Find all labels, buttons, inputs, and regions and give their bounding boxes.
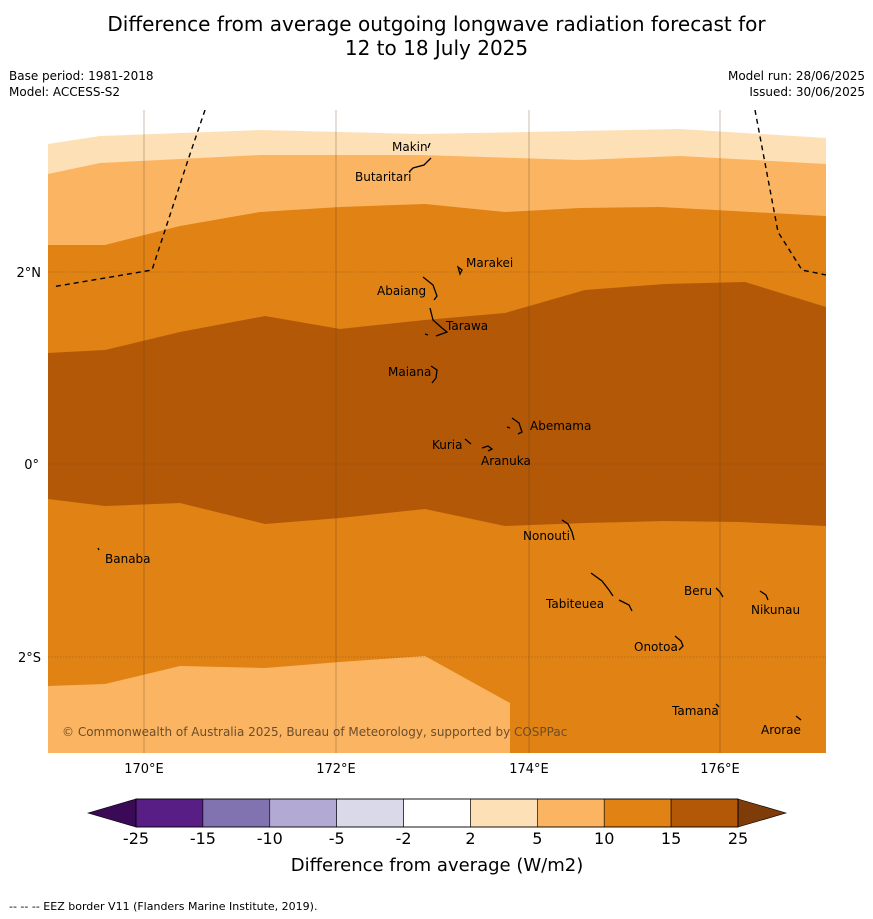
lon-label-174e: 174°E xyxy=(509,762,549,777)
maiana-island xyxy=(430,365,438,384)
place-label-abaiang: Abaiang xyxy=(377,284,426,298)
lat-label-0: 0° xyxy=(24,458,39,473)
colorbar-over-extension xyxy=(737,798,788,828)
colorbar-tick-label: -15 xyxy=(190,829,216,848)
lat-label-2s: 2°S xyxy=(18,651,41,666)
nonouti-island xyxy=(561,519,575,541)
aranuka-island xyxy=(481,445,494,452)
lon-label-170e: 170°E xyxy=(124,762,164,777)
eez-border xyxy=(51,110,826,288)
map-panel: Makin Butaritari Marakei Abaiang Tarawa … xyxy=(48,110,826,753)
place-label-tabiteuea: Tabiteuea xyxy=(545,597,604,611)
place-label-banaba: Banaba xyxy=(105,552,151,566)
title-line-2: 12 to 18 July 2025 xyxy=(344,36,529,60)
issued-date: Issued: 30/06/2025 xyxy=(749,85,865,99)
colorbar-box xyxy=(670,798,739,828)
place-label-beru: Beru xyxy=(684,584,712,598)
colorbar-under-extension xyxy=(86,798,137,828)
colorbar-box xyxy=(537,798,605,828)
arorae-island xyxy=(795,715,802,721)
place-label-kuria: Kuria xyxy=(432,438,463,452)
model-name: Model: ACCESS-S2 xyxy=(9,85,121,99)
marakei-island xyxy=(456,265,463,276)
place-label-marakei: Marakei xyxy=(466,256,513,270)
butaritari-island xyxy=(408,157,432,173)
colorbar-box xyxy=(269,798,337,828)
meta-left: Base period: 1981-2018 Model: ACCESS-S2 xyxy=(9,68,154,100)
colorbar-box xyxy=(603,798,672,828)
colorbar-tick-label: 5 xyxy=(532,829,542,848)
place-label-aranuka: Aranuka xyxy=(481,454,531,468)
abemama-island xyxy=(506,417,523,435)
colorbar-tick-label: 2 xyxy=(465,829,475,848)
base-period: Base period: 1981-2018 xyxy=(9,69,154,83)
tamana-island xyxy=(715,703,720,708)
band-5-to-10-south xyxy=(48,656,510,753)
colorbar-box xyxy=(135,798,204,828)
kuria-island xyxy=(464,438,472,445)
colorbar-tick-label: -25 xyxy=(123,829,149,848)
onotoa-island xyxy=(674,635,684,651)
copyright-credit: © Commonwealth of Australia 2025, Bureau… xyxy=(62,725,567,739)
place-label-tamana: Tamana xyxy=(671,704,719,718)
abaiang-island xyxy=(422,276,438,301)
colorbar-label: Difference from average (W/m2) xyxy=(291,855,583,876)
banaba-island xyxy=(97,547,100,551)
colorbar: -25 -15 -10 -5 -2 2 5 10 15 25 Difference from av… xyxy=(86,798,788,876)
colorbar-box xyxy=(470,798,538,828)
colorbar-box xyxy=(202,798,271,828)
tabiteuea-island xyxy=(590,572,633,612)
title-line-1: Difference from average outgoing longwav… xyxy=(107,12,766,36)
band-15-to-25 xyxy=(48,282,826,526)
lon-label-176e: 176°E xyxy=(700,762,740,777)
colorbar-tick-label: -10 xyxy=(257,829,283,848)
colorbar-tick-label: 25 xyxy=(728,829,748,848)
place-label-abemama: Abemama xyxy=(530,419,591,433)
beru-island xyxy=(715,587,724,598)
place-label-tarawa: Tarawa xyxy=(445,319,488,333)
colorbar-frame xyxy=(135,798,739,828)
nikunau-island xyxy=(759,590,769,601)
colorbar-box xyxy=(336,798,404,828)
lat-label-2n: 2°N xyxy=(17,266,42,281)
colorbar-tick-label: 15 xyxy=(661,829,681,848)
colorbar-ticks: -25 -15 -10 -5 -2 2 5 10 15 25 xyxy=(123,829,748,848)
colorbar-tick-label: 10 xyxy=(594,829,614,848)
tarawa-island xyxy=(424,307,449,337)
island-outlines xyxy=(97,142,802,721)
colorbar-tick-label: -5 xyxy=(329,829,345,848)
place-label-maiana: Maiana xyxy=(388,365,431,379)
eez-footnote: -- -- -- EEZ border V11 (Flanders Marine… xyxy=(9,900,318,913)
model-run: Model run: 28/06/2025 xyxy=(727,69,865,83)
place-label-makin: Makin xyxy=(392,140,428,154)
meta-right: Model run: 28/06/2025 Issued: 30/06/2025 xyxy=(728,68,865,100)
colorbar-boxes xyxy=(135,798,739,828)
place-label-butaritari: Butaritari xyxy=(355,170,412,184)
map-figure: Makin Butaritari Marakei Abaiang Tarawa … xyxy=(17,110,826,876)
place-label-nikunau: Nikunau xyxy=(751,603,800,617)
map-title: Difference from average outgoing longwav… xyxy=(0,12,873,60)
makin-island xyxy=(427,142,431,149)
place-label-arorae: Arorae xyxy=(761,723,801,737)
colorbar-tick-label: -2 xyxy=(396,829,412,848)
colorbar-box xyxy=(403,798,471,828)
place-label-onotoa: Onotoa xyxy=(634,640,678,654)
lon-label-172e: 172°E xyxy=(316,762,356,777)
place-label-nonouti: Nonouti xyxy=(523,529,570,543)
graticule xyxy=(48,110,826,753)
